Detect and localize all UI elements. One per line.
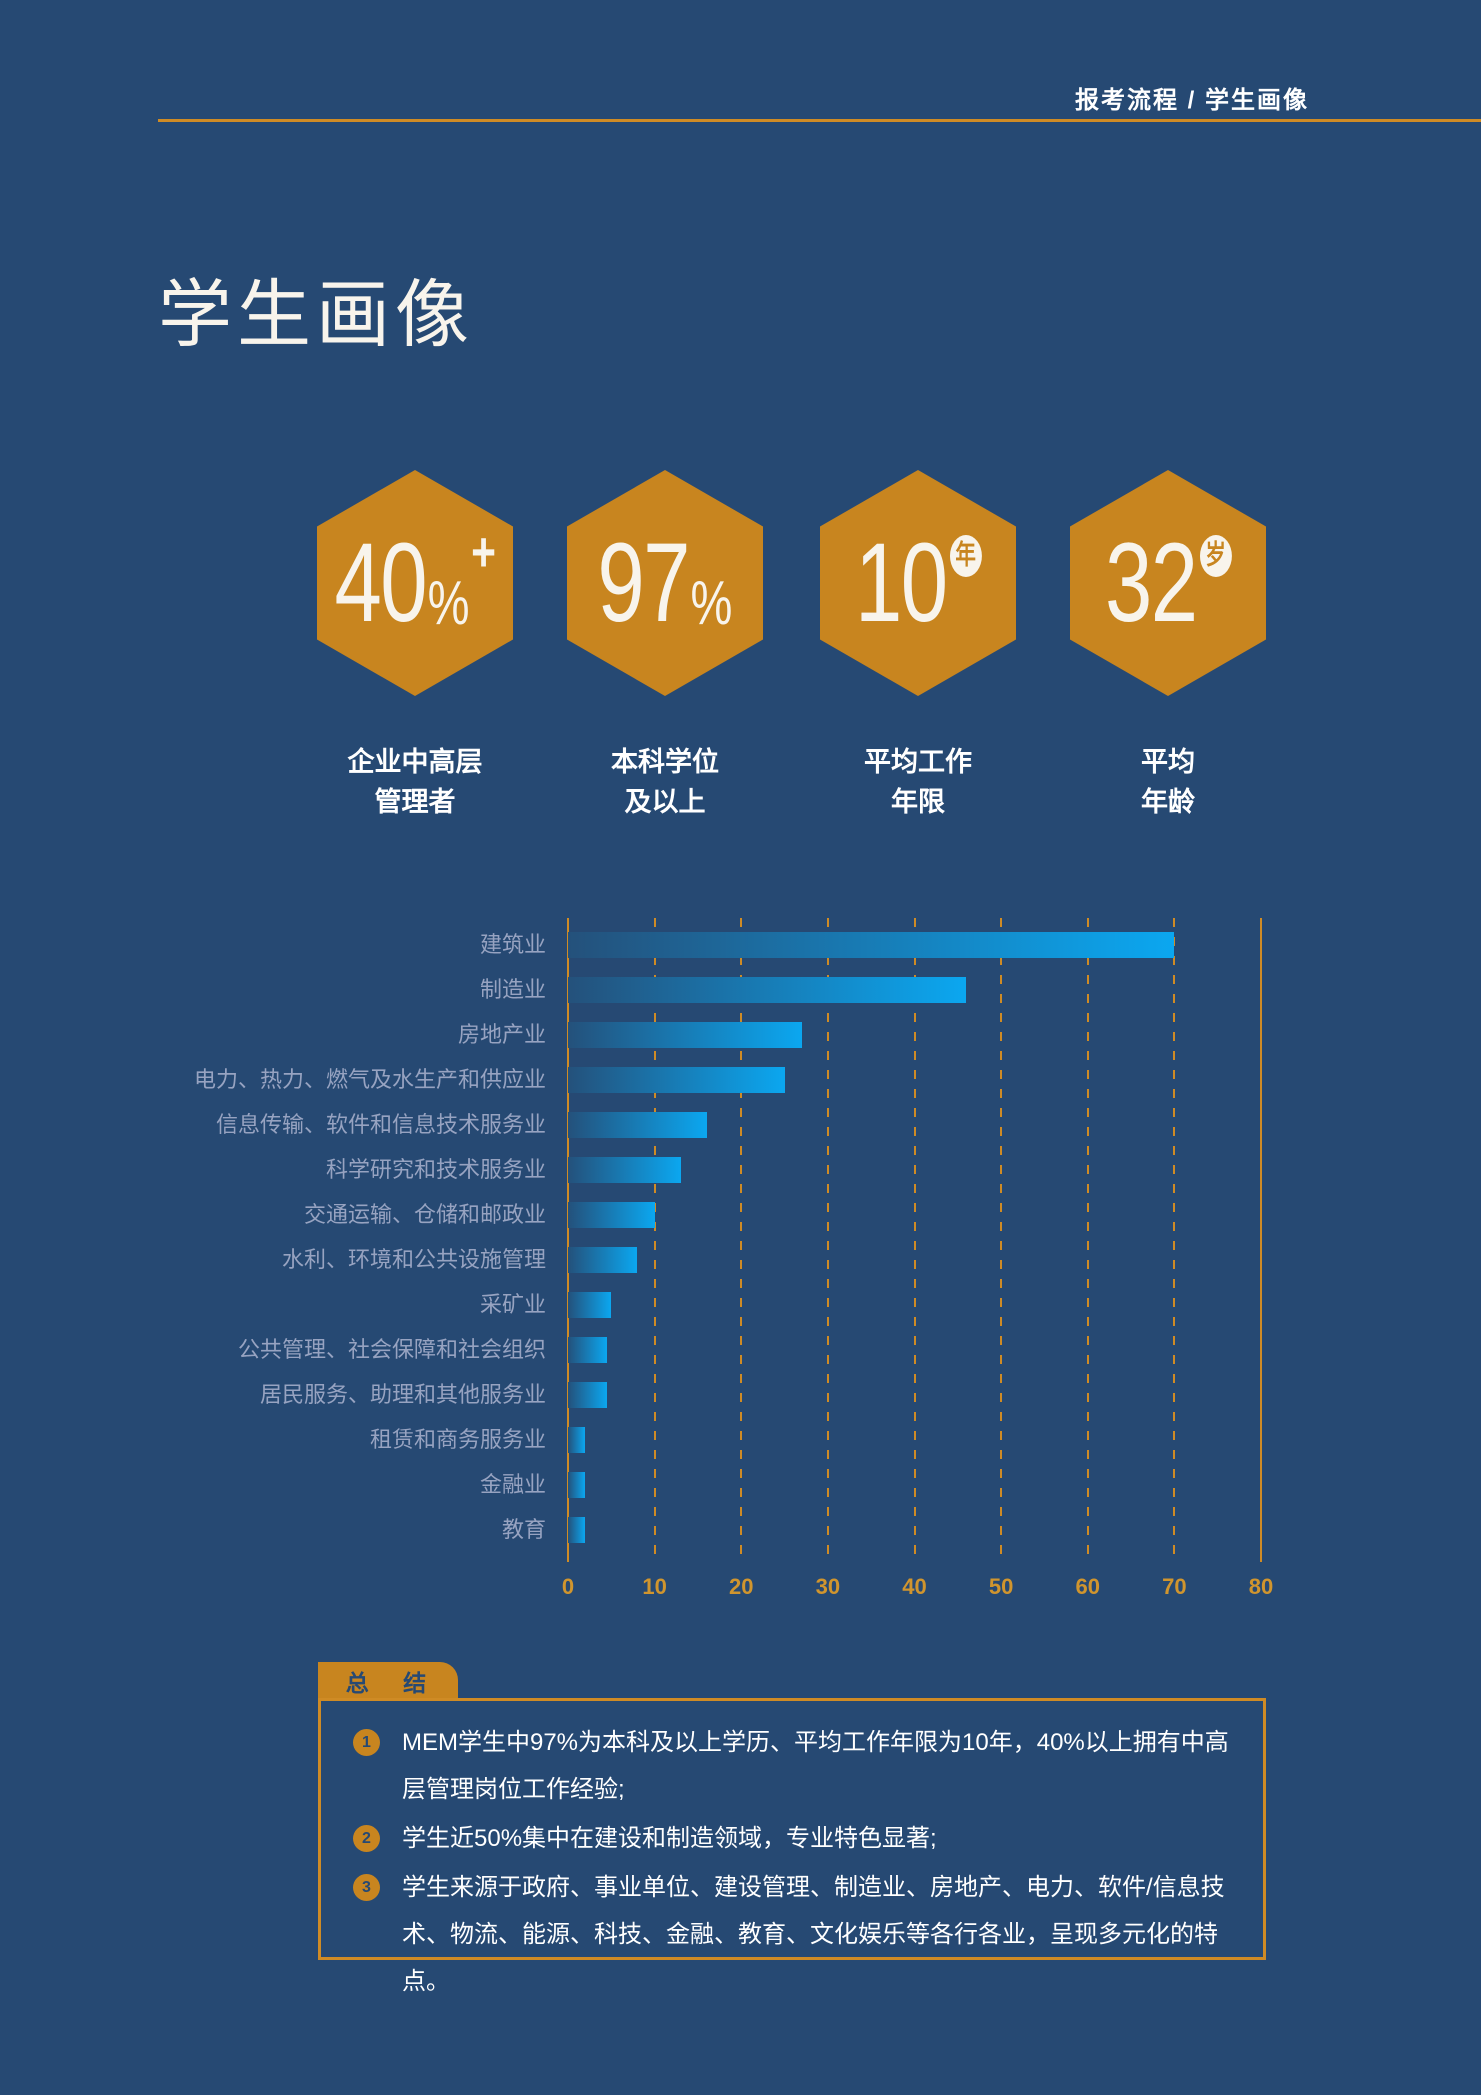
summary-item-1: 1 MEM学生中97%为本科及以上学历、平均工作年限为10年，40%以上拥有中高层…	[343, 1719, 1237, 1813]
stat-label-line: 年龄	[1141, 787, 1195, 817]
unit-circle-badge: 岁	[1199, 534, 1232, 577]
category-label: 金融业	[479, 1472, 546, 1497]
stat-label: 企业中高层 管理者	[287, 742, 543, 822]
bar	[568, 1021, 802, 1048]
bar	[568, 931, 1175, 958]
summary-item-number: 3	[353, 1874, 380, 1901]
bar	[568, 1156, 681, 1183]
bar	[568, 1426, 586, 1453]
hexagon-badge: 97%	[567, 470, 763, 696]
hexagon-badge: 40% +	[317, 470, 513, 696]
gridline	[1086, 918, 1089, 1562]
category-label: 公共管理、社会保障和社会组织	[237, 1337, 546, 1362]
page-title: 学生画像	[158, 273, 474, 356]
breadcrumb: 报考流程 / 学生画像	[1074, 87, 1309, 114]
axis-line	[567, 918, 569, 1562]
hexagon-badge: 32 岁	[1070, 470, 1266, 696]
category-label: 信息传输、软件和信息技术服务业	[215, 1112, 546, 1137]
summary-tab-label: 总 结	[345, 1669, 441, 1696]
category-label: 房地产业	[457, 1022, 546, 1047]
category-label: 水利、环境和公共设施管理	[281, 1247, 546, 1272]
category-label: 建筑业	[479, 932, 546, 957]
category-label: 教育	[501, 1517, 546, 1542]
stat-label-line: 平均工作	[864, 747, 972, 777]
percent-sign: %	[690, 568, 733, 638]
bar	[568, 1066, 785, 1093]
stat-4: 32 岁平均年龄	[1070, 470, 1266, 817]
summary-item-2: 2 学生近50%集中在建设和制造领域，专业特色显著;	[343, 1815, 1237, 1862]
summary-item-number: 1	[353, 1729, 380, 1756]
plus-sign: +	[470, 519, 496, 583]
category-label: 采矿业	[479, 1292, 546, 1317]
category-label: 交通运输、仓储和邮政业	[303, 1202, 546, 1227]
unit-circle-badge: 年	[949, 534, 982, 577]
bar	[568, 1111, 707, 1138]
summary-box: 1 MEM学生中97%为本科及以上学历、平均工作年限为10年，40%以上拥有中高层…	[318, 1698, 1266, 1995]
stat-label-line: 企业中高层	[347, 747, 483, 777]
summary-item-text: MEM学生中97%为本科及以上学历、平均工作年限为10年，40%以上拥有中高层管…	[402, 1729, 1229, 1803]
category-label: 租赁和商务服务业	[369, 1427, 546, 1452]
bar	[568, 1291, 612, 1318]
category-label: 居民服务、助理和其他服务业	[259, 1382, 546, 1407]
stat-number: 40	[334, 519, 427, 645]
bar	[568, 1381, 607, 1408]
stat-value: 97%	[597, 519, 733, 645]
stat-number: 32	[1104, 519, 1198, 645]
bar	[568, 1336, 607, 1363]
bar	[568, 1516, 586, 1543]
summary-item-number: 2	[353, 1825, 380, 1852]
stat-number: 97	[597, 519, 690, 645]
x-tick-label: 80	[1248, 1574, 1274, 1599]
stat-label: 平均工作 年限	[790, 742, 1046, 822]
gridline	[1000, 918, 1003, 1562]
stat-value: 10 年	[854, 519, 982, 645]
stat-value: 32 岁	[1104, 519, 1232, 645]
x-tick-label: 10	[642, 1574, 667, 1599]
summary-item-text: 学生近50%集中在建设和制造领域，专业特色显著;	[402, 1825, 937, 1852]
stat-label-line: 管理者	[374, 787, 456, 817]
stat-label: 平均 年龄	[1040, 742, 1296, 822]
gridline	[1173, 918, 1176, 1562]
gridline	[653, 918, 656, 1562]
stat-3: 10 年平均工作年限	[820, 470, 1016, 817]
stat-label-line: 本科学位	[611, 747, 719, 777]
category-label: 制造业	[479, 977, 546, 1002]
stat-2: 97% 本科学位及以上	[567, 470, 763, 817]
x-tick-label: 40	[902, 1574, 927, 1599]
summary-list: 1 MEM学生中97%为本科及以上学历、平均工作年限为10年，40%以上拥有中高层…	[343, 1719, 1237, 2005]
hexagon-badge: 10 年	[820, 470, 1016, 696]
summary-item-3: 3 学生来源于政府、事业单位、建设管理、制造业、房地产、电力、软件/信息技术、物流…	[343, 1864, 1237, 2005]
stat-1: 40% + 企业中高层管理者	[317, 470, 513, 817]
x-tick-label: 70	[1162, 1574, 1187, 1599]
x-tick-label: 30	[815, 1574, 841, 1599]
x-tick-label: 60	[1075, 1574, 1100, 1599]
gridline	[740, 918, 743, 1562]
stat-number: 10	[854, 519, 948, 645]
header-divider	[158, 119, 1481, 122]
bar	[568, 1471, 586, 1498]
gridline	[913, 918, 916, 1562]
stat-value: 40% +	[334, 519, 496, 645]
x-tick-label: 20	[729, 1574, 754, 1599]
gridline	[826, 918, 829, 1562]
category-label: 科学研究和技术服务业	[325, 1157, 546, 1182]
x-tick-label: 0	[561, 1574, 575, 1599]
summary-item-text: 学生来源于政府、事业单位、建设管理、制造业、房地产、电力、软件/信息技术、物流、…	[402, 1874, 1225, 1995]
percent-sign: %	[427, 568, 470, 638]
stat-label: 本科学位 及以上	[537, 742, 793, 822]
bar	[568, 1246, 638, 1273]
x-tick-label: 50	[988, 1574, 1014, 1599]
stat-label-line: 年限	[891, 787, 945, 817]
axis-line	[1260, 918, 1262, 1562]
stat-label-line: 及以上	[624, 787, 706, 817]
bar	[568, 976, 967, 1003]
summary-tab: 总 结	[318, 1662, 458, 1699]
bar	[568, 1201, 655, 1228]
stat-label-line: 平均	[1141, 747, 1195, 777]
category-label: 电力、热力、燃气及水生产和供应业	[193, 1067, 546, 1092]
